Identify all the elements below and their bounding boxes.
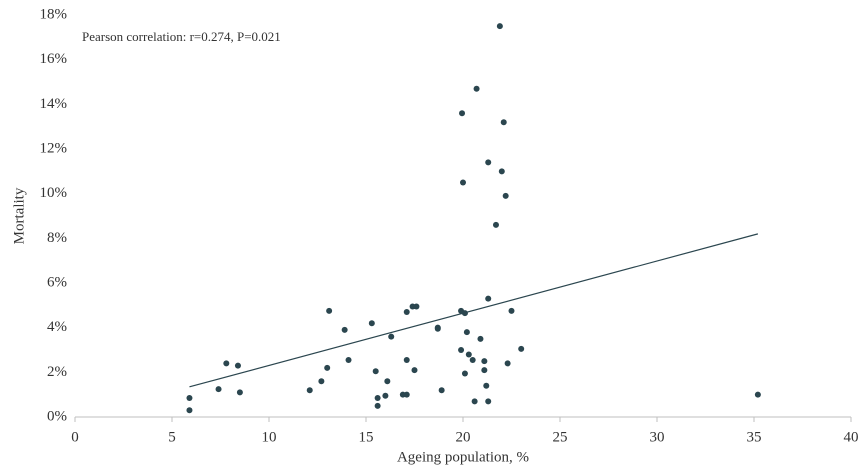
y-tick-label: 8% (47, 230, 67, 246)
point (372, 368, 379, 375)
point (434, 325, 441, 332)
y-tick-label: 6% (47, 274, 67, 290)
point (186, 407, 193, 414)
point (234, 362, 241, 369)
annotation: Pearson correlation: r=0.274, P=0.021 (82, 29, 281, 44)
point (345, 357, 352, 364)
point (481, 358, 488, 365)
point (492, 221, 499, 228)
point (473, 85, 480, 92)
x-tick-label: 30 (650, 429, 665, 445)
point (411, 367, 418, 374)
point (403, 391, 410, 398)
point (471, 398, 478, 405)
x-tick-label: 10 (262, 429, 277, 445)
point (502, 192, 509, 199)
point (382, 392, 389, 399)
point (458, 347, 465, 353)
y-tick-label: 14% (40, 96, 68, 112)
point (384, 378, 391, 385)
point (236, 389, 243, 396)
point (388, 333, 395, 340)
point (461, 370, 468, 377)
x-tick-label: 5 (168, 429, 176, 445)
point (461, 310, 468, 317)
point (481, 367, 488, 374)
point (459, 110, 466, 117)
point (223, 360, 230, 367)
point (413, 303, 420, 310)
y-tick-label: 4% (47, 319, 67, 335)
point (469, 357, 476, 364)
point (483, 382, 490, 389)
point (485, 295, 492, 302)
point (498, 168, 505, 175)
point (403, 357, 410, 364)
x-tick-label: 35 (747, 429, 762, 445)
point (318, 378, 325, 385)
point (485, 398, 492, 405)
point (463, 329, 470, 336)
point (368, 320, 375, 327)
point (500, 119, 507, 126)
point (460, 179, 466, 186)
y-tick-label: 16% (40, 51, 68, 67)
point (477, 335, 484, 342)
y-tick-label: 0% (47, 408, 67, 424)
point (306, 387, 313, 394)
point (496, 23, 503, 30)
point (341, 326, 348, 333)
y-tick-label: 18% (40, 6, 68, 22)
x-tick-label: 25 (553, 429, 568, 445)
point (324, 364, 331, 371)
point (186, 395, 193, 402)
point (215, 386, 222, 393)
trendline (189, 233, 759, 388)
x-tick-label: 0 (71, 429, 79, 445)
x-tick-label: 40 (844, 429, 859, 445)
point (518, 345, 525, 352)
y-tick-label: 2% (47, 364, 67, 380)
x-tick-label: 15 (359, 429, 374, 445)
x-axis-label: Ageing population, % (397, 449, 529, 465)
y-tick-label: 12% (40, 140, 68, 156)
point (465, 351, 472, 358)
x-tick-label: 20 (456, 429, 471, 445)
y-axis-label: Mortality (11, 187, 27, 244)
point (754, 391, 761, 398)
y-tick-label: 10% (40, 185, 68, 201)
point (485, 159, 492, 166)
point (326, 307, 333, 314)
point (374, 402, 381, 409)
point (403, 309, 410, 316)
point (504, 360, 511, 367)
point (374, 395, 381, 402)
point (438, 387, 445, 394)
point (508, 307, 515, 314)
